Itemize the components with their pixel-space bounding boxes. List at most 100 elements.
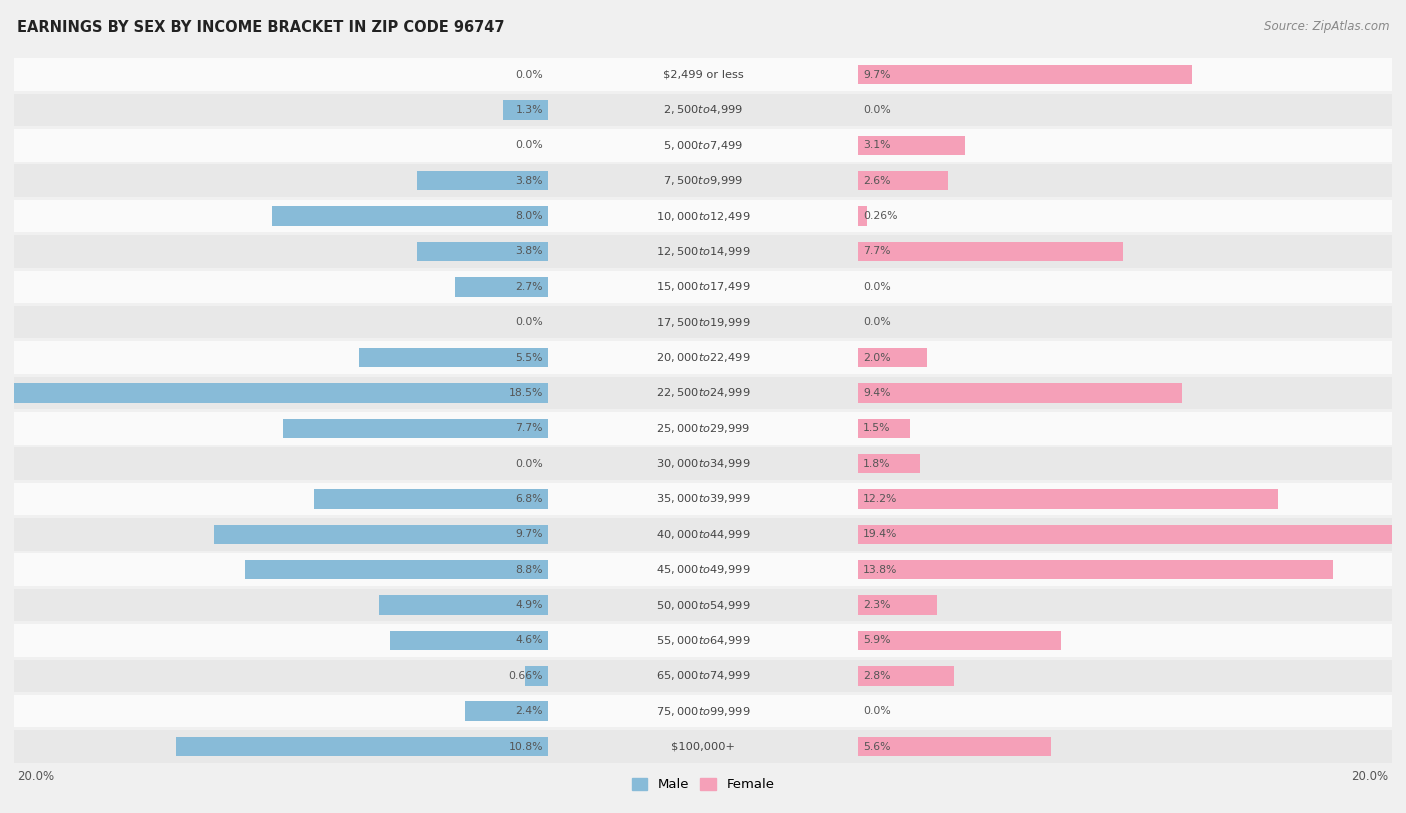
Text: 9.7%: 9.7% xyxy=(516,529,543,539)
Bar xyxy=(14,412,1392,445)
Text: 8.0%: 8.0% xyxy=(515,211,543,221)
Text: 13.8%: 13.8% xyxy=(863,565,897,575)
Text: 7.7%: 7.7% xyxy=(516,424,543,433)
Bar xyxy=(14,589,1392,621)
Bar xyxy=(214,524,548,544)
Bar xyxy=(14,235,1392,267)
Text: $2,500 to $4,999: $2,500 to $4,999 xyxy=(664,103,742,116)
Text: 0.0%: 0.0% xyxy=(515,141,543,150)
Bar xyxy=(14,659,1392,692)
Bar xyxy=(14,129,1392,162)
Text: 0.0%: 0.0% xyxy=(515,459,543,468)
Text: $12,500 to $14,999: $12,500 to $14,999 xyxy=(655,245,751,258)
Bar xyxy=(418,171,548,190)
Text: 9.7%: 9.7% xyxy=(863,70,890,80)
Text: 6.8%: 6.8% xyxy=(516,494,543,504)
Text: $2,499 or less: $2,499 or less xyxy=(662,70,744,80)
Bar xyxy=(245,560,548,580)
Bar xyxy=(14,447,1392,480)
Bar xyxy=(858,524,1406,544)
Bar xyxy=(14,93,1392,126)
Text: $22,500 to $24,999: $22,500 to $24,999 xyxy=(655,386,751,399)
Bar xyxy=(858,419,910,438)
Text: 9.4%: 9.4% xyxy=(863,388,890,398)
Bar xyxy=(858,666,955,685)
Text: 2.6%: 2.6% xyxy=(863,176,890,185)
Text: $100,000+: $100,000+ xyxy=(671,741,735,751)
Text: $45,000 to $49,999: $45,000 to $49,999 xyxy=(655,563,751,576)
Bar xyxy=(359,348,548,367)
Bar xyxy=(858,489,1278,509)
Text: 1.3%: 1.3% xyxy=(516,105,543,115)
Text: 3.8%: 3.8% xyxy=(516,246,543,256)
Bar xyxy=(14,59,1392,91)
Bar xyxy=(858,136,965,155)
Bar xyxy=(858,595,938,615)
Text: 3.1%: 3.1% xyxy=(863,141,890,150)
Bar xyxy=(858,65,1192,85)
Bar xyxy=(858,241,1123,261)
Text: 18.5%: 18.5% xyxy=(509,388,543,398)
Bar xyxy=(858,560,1333,580)
Text: $65,000 to $74,999: $65,000 to $74,999 xyxy=(655,669,751,682)
Bar xyxy=(465,702,548,721)
Bar xyxy=(14,341,1392,374)
Text: $50,000 to $54,999: $50,000 to $54,999 xyxy=(655,598,751,611)
Bar xyxy=(858,631,1062,650)
Bar xyxy=(503,100,548,120)
Bar xyxy=(456,277,548,297)
Legend: Male, Female: Male, Female xyxy=(626,772,780,797)
Bar xyxy=(14,483,1392,515)
Text: 4.6%: 4.6% xyxy=(516,636,543,646)
Bar xyxy=(14,376,1392,409)
Text: 20.0%: 20.0% xyxy=(17,770,55,783)
Text: $17,500 to $19,999: $17,500 to $19,999 xyxy=(655,315,751,328)
Text: 10.8%: 10.8% xyxy=(509,741,543,751)
Text: 0.0%: 0.0% xyxy=(863,105,891,115)
Text: 4.9%: 4.9% xyxy=(516,600,543,610)
Bar xyxy=(14,730,1392,763)
Text: $5,000 to $7,499: $5,000 to $7,499 xyxy=(664,139,742,152)
Text: $75,000 to $99,999: $75,000 to $99,999 xyxy=(655,705,751,718)
Text: $25,000 to $29,999: $25,000 to $29,999 xyxy=(655,422,751,435)
Bar xyxy=(273,207,548,226)
Bar xyxy=(14,200,1392,233)
Text: 3.8%: 3.8% xyxy=(516,176,543,185)
Text: 19.4%: 19.4% xyxy=(863,529,897,539)
Text: 1.8%: 1.8% xyxy=(863,459,890,468)
Bar xyxy=(0,383,548,402)
Bar xyxy=(14,271,1392,303)
Text: 0.66%: 0.66% xyxy=(509,671,543,680)
Bar xyxy=(858,383,1182,402)
Text: 2.7%: 2.7% xyxy=(516,282,543,292)
Bar xyxy=(14,624,1392,657)
Text: 2.0%: 2.0% xyxy=(863,353,891,363)
Text: 8.8%: 8.8% xyxy=(516,565,543,575)
Bar xyxy=(380,595,548,615)
Text: 0.0%: 0.0% xyxy=(515,317,543,327)
Bar xyxy=(14,164,1392,197)
Text: 5.5%: 5.5% xyxy=(516,353,543,363)
Text: 12.2%: 12.2% xyxy=(863,494,897,504)
Text: 0.26%: 0.26% xyxy=(863,211,897,221)
Bar xyxy=(14,306,1392,338)
Bar xyxy=(858,737,1050,756)
Text: 0.0%: 0.0% xyxy=(863,706,891,716)
Text: 5.6%: 5.6% xyxy=(863,741,890,751)
Text: $55,000 to $64,999: $55,000 to $64,999 xyxy=(655,634,751,647)
Text: 2.8%: 2.8% xyxy=(863,671,890,680)
Text: $7,500 to $9,999: $7,500 to $9,999 xyxy=(664,174,742,187)
Text: 7.7%: 7.7% xyxy=(863,246,890,256)
Text: 2.3%: 2.3% xyxy=(863,600,890,610)
Text: Source: ZipAtlas.com: Source: ZipAtlas.com xyxy=(1264,20,1389,33)
Bar xyxy=(858,454,920,473)
Text: 0.0%: 0.0% xyxy=(515,70,543,80)
Text: 0.0%: 0.0% xyxy=(863,282,891,292)
Text: 1.5%: 1.5% xyxy=(863,424,890,433)
Bar xyxy=(389,631,548,650)
Text: EARNINGS BY SEX BY INCOME BRACKET IN ZIP CODE 96747: EARNINGS BY SEX BY INCOME BRACKET IN ZIP… xyxy=(17,20,505,35)
Text: $15,000 to $17,499: $15,000 to $17,499 xyxy=(655,280,751,293)
Bar xyxy=(858,207,868,226)
Text: $40,000 to $44,999: $40,000 to $44,999 xyxy=(655,528,751,541)
Text: 2.4%: 2.4% xyxy=(516,706,543,716)
